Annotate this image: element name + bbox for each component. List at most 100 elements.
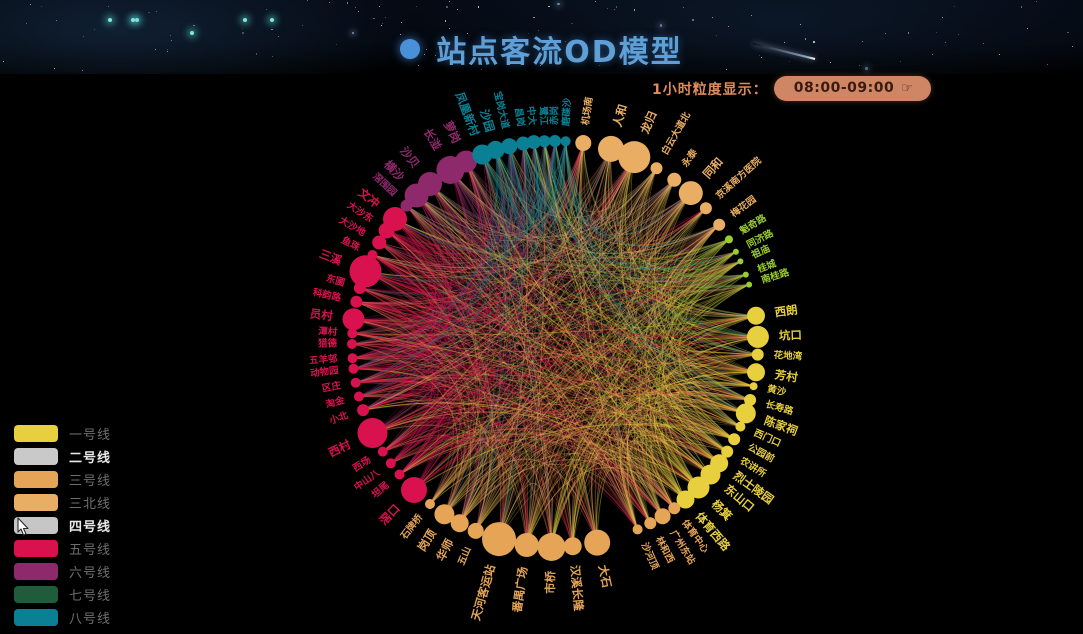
chord-node-circle[interactable] xyxy=(368,250,378,260)
chord-node-circle[interactable] xyxy=(351,378,361,388)
chord-node-circle[interactable] xyxy=(747,326,769,348)
chord-node-circle[interactable] xyxy=(743,272,749,278)
chord-node-circle[interactable] xyxy=(679,181,703,205)
chord-node[interactable]: 西朗 xyxy=(747,302,798,324)
chord-node-circle[interactable] xyxy=(561,136,571,146)
chord-node-circle[interactable] xyxy=(357,404,369,416)
legend-item-label: 七号线 xyxy=(69,585,111,604)
chord-node[interactable]: 花地湾 xyxy=(752,349,803,363)
star-icon xyxy=(692,19,694,21)
chord-node-circle[interactable] xyxy=(378,447,388,457)
legend-color-swatch[interactable] xyxy=(14,471,58,488)
chord-node-circle[interactable] xyxy=(501,138,517,154)
chord-node-circle[interactable] xyxy=(713,219,725,231)
chord-node-circle[interactable] xyxy=(655,508,671,524)
chord-node[interactable]: 猎德 xyxy=(318,338,357,350)
chord-node-circle[interactable] xyxy=(468,523,484,539)
chord-node-circle[interactable] xyxy=(347,339,357,349)
chord-node-circle[interactable] xyxy=(747,363,765,381)
chord-node-circle[interactable] xyxy=(584,530,610,556)
chord-node-circle[interactable] xyxy=(728,433,740,445)
chord-node[interactable]: 沙河顶 xyxy=(633,524,662,572)
legend-color-swatch[interactable] xyxy=(14,586,58,603)
chord-node-circle[interactable] xyxy=(735,422,745,432)
star-icon xyxy=(108,18,112,22)
chord-node-circle[interactable] xyxy=(343,308,365,330)
legend-color-swatch[interactable] xyxy=(14,494,58,511)
legend-item-1[interactable]: 一号线 xyxy=(14,422,144,445)
chord-node-circle[interactable] xyxy=(549,135,561,147)
legend-item-4[interactable]: 三北线 xyxy=(14,491,144,514)
chord-node-circle[interactable] xyxy=(725,235,733,243)
legend-item-8[interactable]: 七号线 xyxy=(14,583,144,606)
legend-item-9[interactable]: 八号线 xyxy=(14,606,144,629)
chord-node-circle[interactable] xyxy=(515,533,539,557)
chord-node-circle[interactable] xyxy=(354,392,364,402)
chord-node[interactable]: 市桥 xyxy=(538,533,566,594)
chord-node[interactable]: 鹭江 xyxy=(537,106,550,147)
chord-node-circle[interactable] xyxy=(401,477,427,503)
chord-node-circle[interactable] xyxy=(747,307,765,325)
star-icon xyxy=(478,6,479,7)
star-icon xyxy=(302,25,303,26)
chord-node-circle[interactable] xyxy=(538,533,566,561)
star-icon xyxy=(1021,6,1022,7)
legend-item-2[interactable]: 二号线 xyxy=(14,445,144,468)
legend-color-swatch[interactable] xyxy=(14,517,58,534)
legend-item-6[interactable]: 五号线 xyxy=(14,537,144,560)
chord-node-label: 五羊邨 xyxy=(309,353,339,367)
chord-node[interactable]: 大石 xyxy=(584,530,614,589)
chord-node-circle[interactable] xyxy=(349,364,359,374)
chord-node-circle[interactable] xyxy=(425,499,435,509)
chord-node-circle[interactable] xyxy=(434,504,454,524)
chord-node-circle[interactable] xyxy=(358,418,388,448)
chord-node-circle[interactable] xyxy=(644,517,656,529)
chord-node-circle[interactable] xyxy=(633,524,643,534)
legend-color-swatch[interactable] xyxy=(14,609,58,626)
chord-node-circle[interactable] xyxy=(667,173,681,187)
chord-node-circle[interactable] xyxy=(575,135,591,151)
chord-node[interactable]: 汉溪长隆 xyxy=(564,537,586,612)
legend-color-swatch[interactable] xyxy=(14,425,58,442)
chord-node-circle[interactable] xyxy=(564,537,582,555)
chord-node-circle[interactable] xyxy=(668,502,680,514)
legend-color-swatch[interactable] xyxy=(14,448,58,465)
chord-node-circle[interactable] xyxy=(350,296,362,308)
chord-node[interactable]: 鱼珠 xyxy=(340,234,378,260)
chord-node-circle[interactable] xyxy=(538,135,550,147)
chord-node-label: 五山 xyxy=(455,545,473,567)
chord-node-circle[interactable] xyxy=(482,522,516,556)
chord-node[interactable]: 赤岗 xyxy=(549,106,562,147)
chord-node-circle[interactable] xyxy=(651,162,663,174)
chord-node-circle[interactable] xyxy=(386,458,396,468)
legend-color-swatch[interactable] xyxy=(14,563,58,580)
legend-item-7[interactable]: 六号线 xyxy=(14,560,144,583)
legend-color-swatch[interactable] xyxy=(14,540,58,557)
chord-node[interactable]: 坑口 xyxy=(747,326,802,348)
chord-node-circle[interactable] xyxy=(750,382,758,390)
chord-node-circle[interactable] xyxy=(746,282,752,288)
chord-node-circle[interactable] xyxy=(736,403,756,423)
chord-node-circle[interactable] xyxy=(350,255,382,287)
chord-node[interactable]: 永泰 xyxy=(667,146,700,186)
legend-item-label: 三号线 xyxy=(69,470,111,489)
chord-node-circle[interactable] xyxy=(700,202,712,214)
chord-node-label: 赤岗 xyxy=(549,106,561,125)
chord-diagram[interactable]: 人和 龙归 白云大道北 永泰 同和 京溪南方医院 梅花园 魁奇路 同济路 祖庙 桂城 南桂路 西朗 坑口花… xyxy=(155,82,945,634)
chord-node-circle[interactable] xyxy=(737,258,743,264)
legend-item-5[interactable]: 四号线 xyxy=(14,514,144,537)
chord-node[interactable]: 西场 xyxy=(351,447,388,475)
chord-node[interactable]: 机场南 xyxy=(575,96,595,151)
chord-node-circle[interactable] xyxy=(395,470,405,480)
chord-node-circle[interactable] xyxy=(618,141,650,173)
chord-node[interactable]: 磨碟沙 xyxy=(560,97,574,146)
chord-node[interactable]: 芳村 xyxy=(747,363,799,384)
chord-node-circle[interactable] xyxy=(733,249,739,255)
chord-node[interactable]: 黄沙 xyxy=(750,382,788,398)
chord-node[interactable]: 区庄 xyxy=(321,378,361,395)
chord-node[interactable]: 五羊邨 xyxy=(309,353,358,367)
legend-item-3[interactable]: 三号线 xyxy=(14,468,144,491)
chord-node-circle[interactable] xyxy=(752,349,764,361)
star-icon xyxy=(358,11,359,12)
chord-node-circle[interactable] xyxy=(348,353,358,363)
